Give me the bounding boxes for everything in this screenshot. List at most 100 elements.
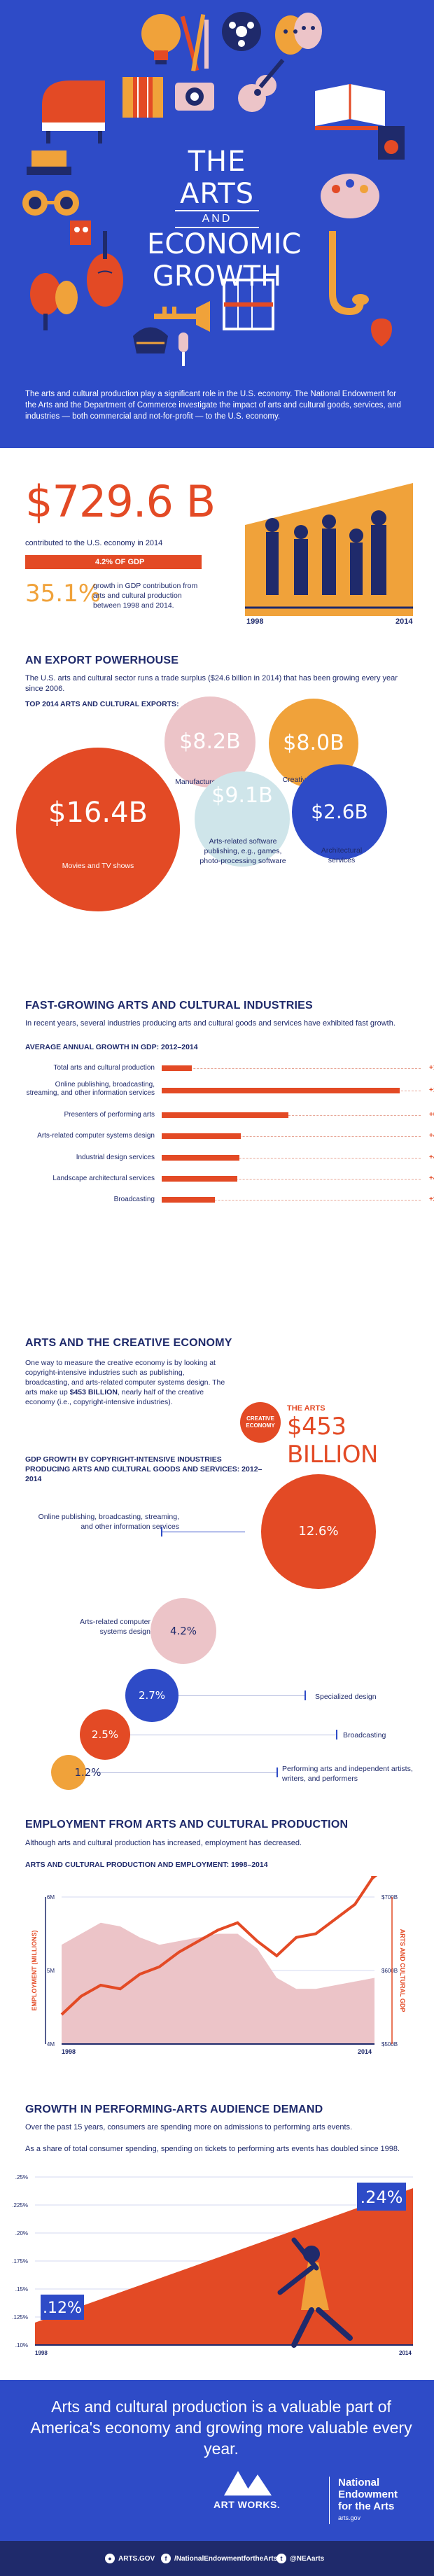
copyright-leader-line <box>168 1695 304 1696</box>
growth-row-label: Industrial design services <box>76 1154 155 1161</box>
growth-row: Landscape architectural services +4.0% <box>25 1175 434 1189</box>
growth-row: Online publishing, broadcasting, streami… <box>25 1081 434 1100</box>
growth-row-track <box>162 1136 421 1137</box>
creative-text: One way to measure the creative economy … <box>25 1358 228 1407</box>
growth-row: Presenters of performing arts +6.7% <box>25 1111 434 1125</box>
basket-icon <box>133 327 168 354</box>
growth-value-label: +2.8% <box>429 1196 434 1203</box>
export-text: The U.S. arts and cultural sector runs a… <box>25 674 398 693</box>
growth-value-label: +4.1% <box>429 1154 434 1161</box>
growth-row-track <box>162 1179 421 1180</box>
copyright-bubble-label: Arts-related computer systems design <box>80 1618 150 1636</box>
perf-start-label-bg <box>41 2295 84 2320</box>
copyright-bubble: 2.5% <box>79 1709 131 1760</box>
social-web-link[interactable]: ● ARTS.GOV <box>105 2554 155 2563</box>
social-twitter-label: @NEAarts <box>290 2554 325 2563</box>
perf-ytick: .20% <box>15 2230 28 2236</box>
copyright-bubble-label: Specialized design <box>315 1693 377 1701</box>
emp-ylabel-left: EMPLOYMENT (MILLIONS) <box>31 1931 38 2011</box>
nea-logo: National Endowment for the Arts arts.gov <box>329 2477 398 2524</box>
drums-icon <box>27 150 71 175</box>
copyright-leader-tick <box>336 1730 337 1740</box>
growth-row-label: Total arts and cultural production <box>53 1064 155 1072</box>
growth-row-track <box>162 1115 421 1116</box>
creative-text-a: One way to measure the creative economy … <box>25 1359 225 1396</box>
arts-icons-illustration <box>22 12 405 366</box>
emp-ytick-right: $500B <box>382 2041 398 2047</box>
growth-value-label: +6.7% <box>429 1111 434 1119</box>
growth-bar <box>162 1065 192 1071</box>
social-facebook-link[interactable]: f/NationalEndowmentfortheArts <box>161 2554 277 2563</box>
nea-line-3: for the Arts <box>338 2500 395 2512</box>
employment-subheading: ARTS AND CULTURAL PRODUCTION AND EMPLOYM… <box>25 1861 268 1869</box>
copyright-bubble-value: 12.6% <box>298 1524 339 1539</box>
perf-start-label: .12% <box>43 2300 82 2317</box>
nea-gov: arts.gov <box>338 2514 361 2521</box>
dancer-body <box>301 2262 329 2310</box>
page-title: THE ARTS AND ECONOMIC GROWTH <box>147 146 301 293</box>
saxophone-icon <box>322 231 369 315</box>
growth-value-label: +1.6% <box>429 1064 434 1072</box>
social-twitter-link[interactable]: t @NEAarts <box>276 2554 324 2563</box>
copyright-bubble-label: Performing arts and independent artists,… <box>282 1765 413 1783</box>
emp-xlabel-end: 2014 <box>358 2048 372 2055</box>
copyright-bubble-value: 2.5% <box>91 1728 119 1741</box>
creative-heading: ARTS AND THE CREATIVE ECONOMY <box>25 1337 232 1349</box>
arts-value: $453 BILLION <box>287 1413 378 1469</box>
export-bubble-value: $9.1B <box>211 783 273 808</box>
speaker-icon <box>378 126 405 160</box>
dancer-arms <box>277 2237 319 2295</box>
export-bubble: $9.1B <box>194 771 290 867</box>
copyright-bubble-value: 4.2% <box>169 1624 197 1637</box>
piano-icon <box>42 80 105 144</box>
headline-value: $729.6 B <box>25 476 216 527</box>
perf-end-label: .24% <box>360 2188 403 2207</box>
employment-area <box>62 1922 374 2044</box>
growth-bar <box>162 1088 400 1093</box>
brushes-icon <box>180 14 209 71</box>
copyright-bubble: 12.6% <box>261 1474 376 1589</box>
film-reel-icon <box>222 12 261 51</box>
growth-row-label: Online publishing, broadcasting, streami… <box>26 1081 155 1097</box>
weaving-frame-icon <box>223 279 274 330</box>
title-line-4: GROWTH <box>152 260 282 293</box>
perf-ytick: .25% <box>15 2174 28 2180</box>
performing-text: Over the past 15 years, consumers are sp… <box>25 2123 353 2132</box>
growth-value-label: +12.6% <box>429 1086 434 1094</box>
export-bubble-value: $8.0B <box>283 731 344 756</box>
emp-ytick-left: 6M <box>47 1894 55 1900</box>
employment-heading: EMPLOYMENT FROM ARTS AND CULTURAL PRODUC… <box>25 1819 349 1830</box>
dancer-illustration <box>277 2237 353 2348</box>
growth-bar <box>162 1197 215 1203</box>
growth-row: Broadcasting +2.8% <box>25 1196 434 1210</box>
copyright-bubble-value: 2.7% <box>138 1688 166 1702</box>
perf-ytick: .225% <box>12 2202 28 2208</box>
growth-row-label: Arts-related computer systems design <box>37 1132 155 1140</box>
lightbulb-icon <box>141 14 181 64</box>
orchestra-year-end: 2014 <box>396 617 413 626</box>
growth-bar <box>162 1112 288 1118</box>
export-bubble-label: Movies and TV shows <box>62 862 134 870</box>
gdp-share-bar: 4.2% OF GDP <box>25 555 202 569</box>
growth-row-label: Presenters of performing arts <box>64 1111 155 1119</box>
microphone-icon <box>178 332 188 366</box>
perf-xlabel-end: 2014 <box>399 2350 412 2356</box>
export-bubble-label: Arts-related software publishing, e.g., … <box>200 837 286 865</box>
fast-growing-text: In recent years, several industries prod… <box>25 1019 396 1028</box>
growth-value-label: +4.0% <box>429 1175 434 1182</box>
copyright-bubble: 2.7% <box>125 1669 178 1722</box>
export-bubble-label: Architectural services <box>321 846 363 864</box>
fast-growing-heading: FAST-GROWING ARTS AND CULTURAL INDUSTRIE… <box>25 1000 313 1011</box>
perf-ytick: .15% <box>15 2286 28 2292</box>
heart-icon <box>371 318 392 346</box>
export-bubble: $16.4B <box>15 747 181 912</box>
accordion-icon <box>122 77 163 118</box>
emp-ytick-left: 5M <box>47 1968 55 1974</box>
guitar-icon <box>238 58 285 112</box>
export-bubble-value: $2.6B <box>311 800 368 824</box>
employment-area-chart: 4M $500B 5M $600B 6M $700B 1998 2014 EMPLOYMENT … <box>31 1876 406 2055</box>
perf-area <box>35 2188 413 2345</box>
growth-row: Total arts and cultural production +1.6% <box>25 1064 434 1078</box>
creative-text-b: $453 BILLION <box>69 1388 118 1396</box>
